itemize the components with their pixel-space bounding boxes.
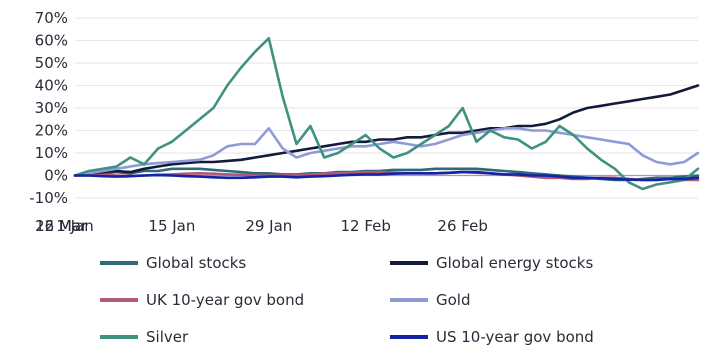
legend-label: UK 10-year gov bond — [146, 291, 304, 309]
series-line-3 — [73, 127, 700, 177]
legend-label: US 10-year gov bond — [436, 328, 594, 346]
y-tick-label: 10% — [35, 144, 68, 162]
x-tick-label: 26 Mar — [35, 217, 88, 235]
y-tick-label: 70% — [35, 9, 68, 27]
y-tick-label: 20% — [35, 122, 68, 140]
x-tick-label: 15 Jan — [148, 217, 195, 235]
series-line-5 — [73, 170, 700, 182]
y-tick-label: 30% — [35, 99, 68, 117]
series-line-4 — [73, 36, 700, 191]
y-tick-label: 0% — [44, 167, 68, 185]
x-tick-label: 12 Mar — [35, 217, 88, 235]
x-tick-label: 29 Jan — [245, 217, 292, 235]
y-axis-ticks: 70% 60% 50% 40% 30% 20% 10% 0% -10% — [29, 9, 68, 207]
grid — [75, 17, 698, 199]
y-tick-label: -10% — [29, 189, 68, 207]
x-tick-label: 26 Feb — [437, 217, 487, 235]
x-tick-label: 12 Feb — [341, 217, 391, 235]
legend-label: Global energy stocks — [436, 254, 593, 272]
legend-label: Gold — [436, 291, 471, 309]
legend: Global stocks Global energy stocks UK 10-y… — [100, 254, 594, 346]
legend-label: Silver — [146, 328, 189, 346]
legend-label: Global stocks — [146, 254, 246, 272]
y-tick-label: 60% — [35, 32, 68, 50]
series-lines — [73, 36, 700, 191]
x-tick-label: 1 Jan — [56, 217, 93, 235]
y-tick-label: 50% — [35, 54, 68, 72]
series-line-1 — [73, 84, 700, 177]
y-tick-label: 40% — [35, 77, 68, 95]
